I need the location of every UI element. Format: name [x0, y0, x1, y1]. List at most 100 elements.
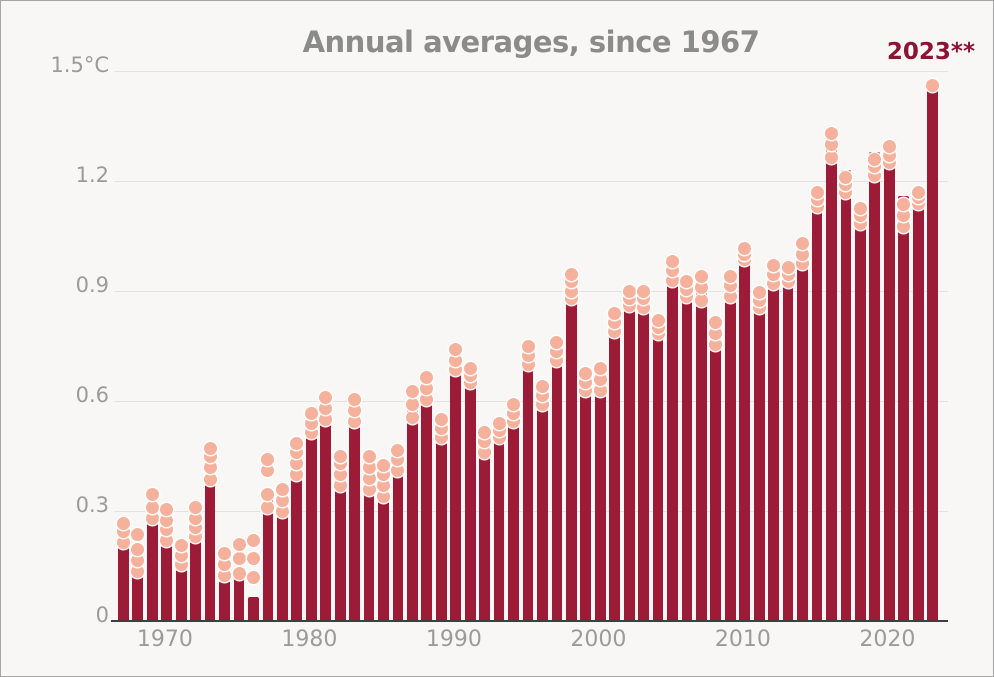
bar-2003 [638, 298, 649, 621]
dot-2015-2 [810, 185, 824, 199]
dot-1976-1 [246, 552, 260, 566]
bar-1995 [522, 358, 534, 621]
dot-1987-0 [405, 411, 419, 424]
dot-1979-0 [290, 467, 304, 481]
bar-2022 [912, 188, 924, 621]
dot-1977-2 [261, 464, 275, 478]
dot-1985-0 [377, 489, 390, 503]
bar-1984 [363, 476, 375, 621]
bar-2001 [609, 329, 621, 621]
dot-2020-2 [882, 139, 896, 153]
dot-1976-2 [246, 533, 260, 547]
bar-1986 [392, 457, 404, 621]
dot-1980-2 [304, 407, 318, 421]
dot-1986-2 [391, 444, 405, 457]
bar-1993 [493, 434, 505, 621]
y-axis-label-1.2: 1.2 [75, 163, 109, 187]
dot-1969-1 [145, 500, 159, 514]
dot-1989-2 [434, 412, 448, 426]
bar-2015 [811, 206, 823, 621]
dot-2014-2 [796, 236, 810, 250]
bar-2006 [681, 283, 693, 621]
dot-1985-3 [377, 458, 390, 472]
dot-2006-2 [680, 275, 694, 289]
x-axis-label-1970: 1970 [136, 627, 193, 652]
dot-2012-2 [767, 258, 781, 272]
dot-2016-1 [824, 137, 838, 151]
dot-1984-3 [362, 449, 376, 463]
bar-2005 [667, 259, 678, 621]
dot-2007-0 [694, 293, 708, 307]
dot-1988-1 [420, 381, 434, 395]
y-axis-label-0.9: 0.9 [75, 273, 109, 297]
dot-1974-2 [218, 546, 232, 560]
bar-1983 [349, 395, 360, 621]
dot-1987-1 [405, 398, 419, 412]
dot-2008-1 [709, 326, 723, 340]
dot-2016-0 [824, 150, 838, 164]
dot-1982-0 [333, 478, 347, 492]
bar-1992 [479, 454, 491, 621]
bar-2008 [710, 333, 722, 621]
dot-1975-2 [232, 537, 246, 551]
dot-1968-3 [131, 528, 145, 542]
bar-1997 [551, 357, 563, 621]
dot-1998-1 [564, 284, 578, 298]
dot-2021-0 [897, 220, 911, 234]
dot-2005-2 [666, 255, 679, 269]
bar-1989 [435, 424, 447, 621]
bar-1975 [233, 577, 245, 621]
dot-1996-2 [535, 379, 549, 393]
dot-1974-1 [218, 557, 232, 571]
dot-1984-0 [362, 482, 376, 496]
bar-2016 [826, 137, 837, 621]
bar-1969 [146, 501, 158, 621]
bar-1974 [219, 580, 230, 621]
dot-1997-2 [550, 335, 564, 349]
dot-1978-1 [275, 493, 289, 507]
dot-2014-1 [796, 247, 810, 261]
dot-2000-1 [593, 372, 607, 386]
bar-1998 [565, 298, 577, 621]
dot-2000-2 [593, 361, 607, 375]
dot-1968-0 [131, 565, 145, 578]
dot-2005-0 [666, 273, 679, 287]
x-axis-label-1980: 1980 [281, 627, 338, 652]
y-axis-label-0.6: 0.6 [75, 383, 109, 407]
dot-2021-2 [897, 198, 911, 212]
bar-2014 [797, 254, 808, 621]
dot-2013-2 [781, 260, 795, 274]
dot-1977-0 [261, 500, 275, 514]
bar-1985 [378, 485, 389, 621]
bar-2011 [753, 294, 765, 621]
dot-2001-2 [608, 306, 622, 320]
dot-1981-2 [319, 390, 333, 404]
dot-1998-3 [564, 268, 578, 281]
dot-2008-0 [709, 337, 723, 351]
dot-1983-2 [348, 392, 362, 406]
dot-1984-1 [362, 471, 376, 485]
dot-1985-1 [377, 478, 390, 492]
dot-1994-2 [507, 398, 521, 412]
dot-1972-3 [189, 500, 203, 514]
dot-1992-2 [478, 425, 492, 439]
bar-1971 [175, 566, 187, 621]
bar-1967 [118, 525, 129, 621]
bar-1994 [508, 421, 519, 621]
dot-1969-2 [145, 488, 159, 501]
gridline-1.5°C [114, 71, 948, 72]
dot-2009-2 [723, 269, 737, 283]
bar-1968 [132, 549, 144, 621]
dot-1973-0 [203, 473, 217, 487]
dot-1986-0 [391, 464, 405, 478]
dot-1982-1 [333, 467, 347, 481]
dot-1987-2 [405, 385, 419, 399]
bar-1976 [248, 597, 259, 621]
dot-1990-2 [449, 343, 463, 357]
dot-1978-2 [275, 482, 289, 496]
dot-2003-2 [637, 284, 651, 298]
bar-1972 [190, 520, 202, 621]
dot-2002-2 [622, 284, 636, 298]
dot-1969-0 [145, 511, 159, 525]
dot-1975-1 [232, 552, 246, 566]
